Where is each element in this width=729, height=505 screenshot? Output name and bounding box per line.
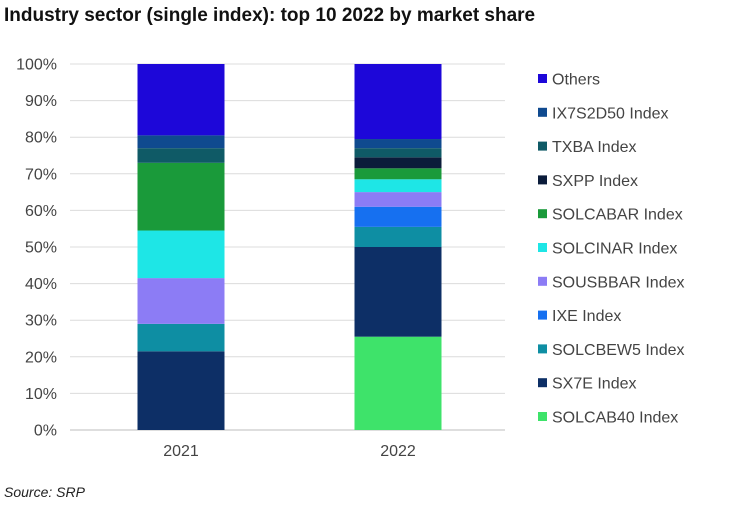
y-tick-label: 90%	[25, 93, 57, 110]
y-axis-ticks: 0% 10% 20% 30% 40% 50% 60% 70% 80% 90% 100%	[16, 57, 57, 440]
y-tick-label: 10%	[25, 386, 57, 403]
legend-swatch	[538, 378, 547, 388]
legend-label: SOLCINAR Index	[552, 241, 677, 258]
legend-label: SXPP Index	[552, 173, 638, 190]
y-tick-label: 80%	[25, 130, 57, 147]
bar-segment	[354, 157, 442, 169]
legend-label: SOLCAB40 Index	[552, 410, 678, 427]
legend-swatch	[538, 209, 547, 219]
legend-swatch	[538, 175, 547, 185]
bar-segment	[354, 64, 442, 140]
bar-segment	[137, 278, 225, 324]
legend-swatch	[538, 344, 547, 354]
bar-segment	[354, 206, 442, 227]
legend-label: SOUSBBAR Index	[552, 274, 685, 291]
legend-label: SX7E Index	[552, 376, 637, 393]
bar-segment	[137, 135, 225, 149]
legend-swatch	[538, 412, 547, 421]
bar-segment	[137, 64, 225, 136]
bar-segment	[137, 351, 225, 430]
legend-label: IX7S2D50 Index	[552, 105, 669, 122]
y-tick-label: 0%	[34, 423, 57, 440]
bar-segment	[354, 148, 442, 158]
legend: Others IX7S2D50 Index TXBA Index SXPP Index…	[538, 72, 685, 427]
y-tick-label: 100%	[16, 57, 57, 74]
y-tick-label: 20%	[25, 349, 57, 366]
y-tick-label: 40%	[25, 276, 57, 293]
y-tick-label: 60%	[25, 203, 57, 220]
legend-swatch	[538, 243, 547, 252]
legend-label: Others	[552, 72, 600, 89]
chart-title: Industry sector (single index): top 10 2…	[4, 5, 536, 26]
bar-segment	[137, 148, 225, 163]
legend-swatch	[538, 276, 547, 286]
x-tick-label: 2022	[380, 443, 416, 460]
legend-label: SOLCABAR Index	[552, 207, 683, 224]
bar-segment	[354, 168, 442, 180]
bar-segment	[354, 139, 442, 149]
legend-swatch	[538, 107, 547, 117]
bar-segment	[354, 247, 442, 337]
y-tick-label: 50%	[25, 240, 57, 257]
x-axis-ticks: 2021 2022	[163, 443, 416, 460]
bar-segment	[354, 179, 442, 193]
legend-swatch	[538, 310, 547, 320]
legend-label: IXE Index	[552, 308, 621, 325]
bar-segment	[137, 323, 225, 352]
bar-segment	[354, 336, 442, 430]
y-tick-label: 30%	[25, 313, 57, 330]
y-tick-label: 70%	[25, 166, 57, 183]
legend-swatch	[538, 141, 547, 151]
bar-segment	[137, 162, 225, 231]
legend-label: TXBA Index	[552, 139, 637, 156]
x-tick-label: 2021	[163, 443, 199, 460]
bars	[137, 64, 442, 430]
bar-segment	[137, 230, 225, 279]
bar-segment	[354, 192, 442, 207]
bar-segment	[354, 226, 442, 247]
source-note: Source: SRP	[4, 484, 85, 500]
legend-swatch	[538, 74, 547, 83]
legend-label: SOLCBEW5 Index	[552, 342, 685, 359]
